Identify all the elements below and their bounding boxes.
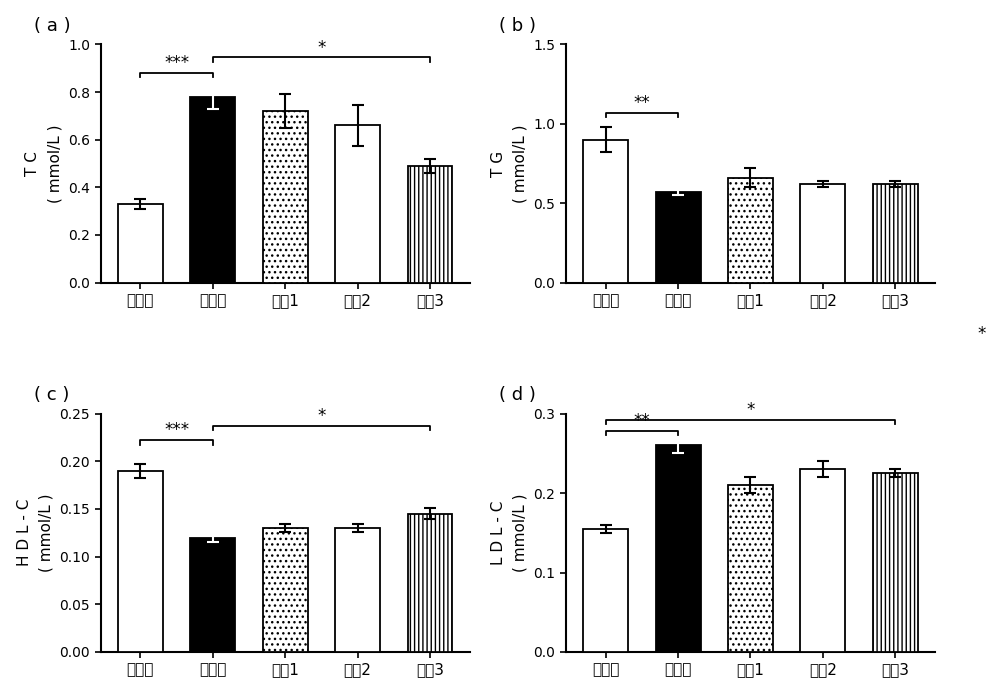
Bar [656, 192, 701, 282]
Bar [190, 96, 235, 282]
Bar [656, 446, 701, 652]
Text: *: * [977, 325, 985, 344]
Bar [873, 184, 918, 282]
Bar [335, 126, 380, 282]
Bar [118, 471, 163, 652]
Bar [873, 473, 918, 652]
Bar [190, 538, 235, 652]
Y-axis label: L D L - C
( mmol/L ): L D L - C ( mmol/L ) [491, 493, 528, 572]
Bar [263, 528, 308, 652]
Y-axis label: T C
( mmol/L ): T C ( mmol/L ) [25, 124, 63, 203]
Bar [263, 111, 308, 282]
Text: *: * [317, 39, 326, 56]
Y-axis label: T G
( mmol/L ): T G ( mmol/L ) [491, 124, 528, 203]
Text: *: * [317, 407, 326, 425]
Text: **: ** [634, 412, 650, 430]
Bar [335, 528, 380, 652]
Bar [800, 184, 845, 282]
Text: **: ** [634, 94, 650, 112]
Bar [118, 204, 163, 282]
Text: ( d ): ( d ) [499, 386, 536, 404]
Bar [800, 469, 845, 652]
Text: *: * [746, 401, 755, 419]
Text: ***: *** [164, 421, 189, 439]
Text: ( b ): ( b ) [499, 17, 536, 35]
Bar [408, 514, 452, 652]
Bar [583, 529, 628, 652]
Bar [728, 178, 773, 282]
Text: ( a ): ( a ) [34, 17, 71, 35]
Text: ( c ): ( c ) [34, 386, 69, 404]
Bar [408, 166, 452, 282]
Bar [583, 139, 628, 282]
Text: ***: *** [164, 54, 189, 72]
Bar [728, 485, 773, 652]
Y-axis label: H D L - C
( mmol/L ): H D L - C ( mmol/L ) [17, 493, 54, 572]
